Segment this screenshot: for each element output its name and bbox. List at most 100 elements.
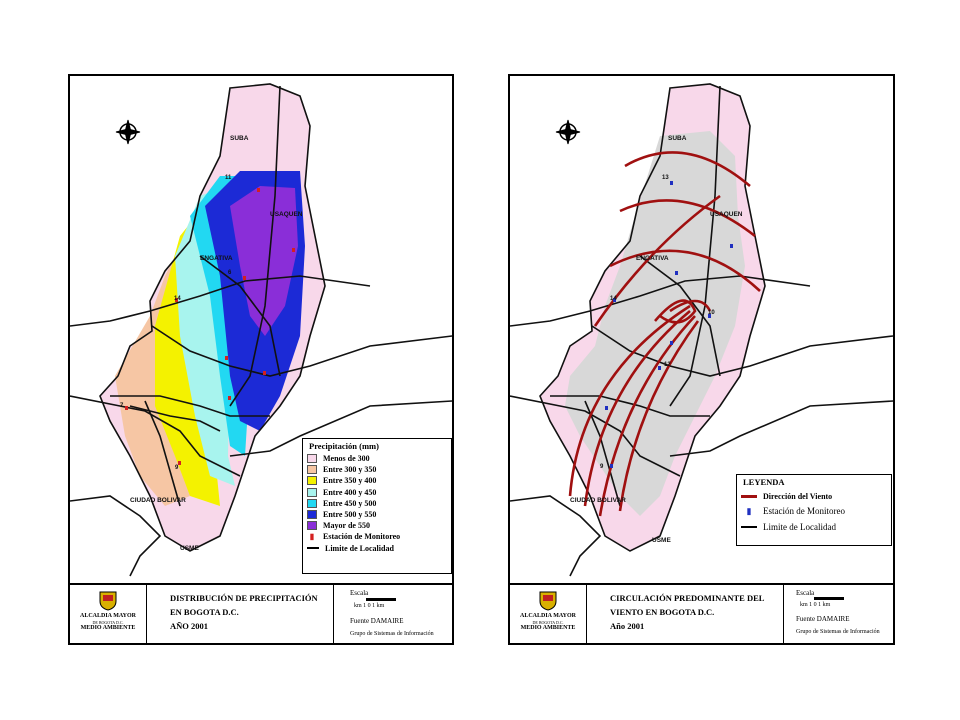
station-number: 14 <box>610 296 617 302</box>
locality-boundaries <box>510 83 893 577</box>
station-markers <box>125 188 295 465</box>
logo: ALCALDIA MAYOR DE BOGOTA D.C. MEDIO AMBI… <box>510 585 587 643</box>
station-number: 9 <box>600 464 604 470</box>
legend-label: Entre 500 y 550 <box>323 510 377 520</box>
locality-label-ciudad-bolivar: CIUDAD BOLIVAR <box>130 497 186 504</box>
scale-label: Escala <box>350 589 369 597</box>
wind-direction-arrows <box>568 151 761 517</box>
legend-label: Menos de 300 <box>323 454 370 464</box>
precipitation-map-panel: SUBA USAQUEN ENGATIVA CIUDAD BOLIVAR USM… <box>68 74 454 645</box>
station-marker-icon: ▮ <box>746 505 752 516</box>
locality-label-ciudad-bolivar: CIUDAD BOLIVAR <box>570 497 626 504</box>
legend-label: Mayor de 550 <box>323 521 370 531</box>
scale-bar <box>366 598 396 601</box>
source-text: Fuente DAMAIRE <box>350 617 404 625</box>
locality-label-usme: USME <box>180 545 199 552</box>
boundary-line-icon <box>307 547 319 550</box>
legend-swatch <box>307 487 317 497</box>
locality-label-usaquen: USAQUEN <box>710 211 743 218</box>
wind-legend: LEYENDA Dirección del Viento ▮ Estación d… <box>736 474 892 546</box>
legend-swatch <box>307 476 317 486</box>
logo-line: ALCALDIA MAYOR <box>520 613 576 619</box>
title-line: CIRCULACIÓN PREDOMINANTE DEL <box>610 593 765 603</box>
legend-label: Estación de Monitoreo <box>763 506 845 516</box>
map-footer: ALCALDIA MAYOR DE BOGOTA D.C. MEDIO AMBI… <box>70 583 452 643</box>
title-line: DISTRIBUCIÓN DE PRECIPITACIÓN <box>170 593 318 603</box>
compass-icon <box>555 119 581 145</box>
locality-label-usme: USME <box>652 537 671 544</box>
legend-item: Entre 300 y 350 <box>303 464 451 475</box>
station-number: 6 <box>228 270 232 276</box>
legend-label: Entre 400 y 450 <box>323 487 377 497</box>
shield-icon <box>539 591 557 611</box>
locality-label-usaquen: USAQUEN <box>270 211 303 218</box>
legend-label: Dirección del Viento <box>763 491 833 501</box>
legend-item: Entre 350 y 400 <box>303 475 451 486</box>
title-line: VIENTO EN BOGOTA D.C. <box>610 607 715 617</box>
precipitation-map: SUBA USAQUEN ENGATIVA CIUDAD BOLIVAR USM… <box>70 83 452 577</box>
logo: ALCALDIA MAYOR DE BOGOTA D.C. MEDIO AMBI… <box>70 585 147 643</box>
locality-label-engativa: ENGATIVA <box>636 255 669 262</box>
legend-item: ▮ Estación de Monitoreo <box>303 531 451 542</box>
legend-title: Precipitación (mm) <box>309 441 379 451</box>
map-title: DISTRIBUCIÓN DE PRECIPITACIÓN EN BOGOTA … <box>148 585 334 643</box>
scale-values: km 1 0 1 km <box>800 602 831 608</box>
legend-item: Limite de Localidad <box>303 543 451 554</box>
locality-label-suba: SUBA <box>230 135 249 142</box>
station-number: 10 <box>708 310 715 316</box>
shield-icon <box>99 591 117 611</box>
group-text: Grupo de Sistemas de Información <box>796 629 880 635</box>
locality-label-suba: SUBA <box>668 135 687 142</box>
legend-item: Dirección del Viento <box>737 489 891 503</box>
legend-item: Entre 450 y 500 <box>303 498 451 509</box>
logo-line: DE BOGOTA D.C. <box>532 619 564 625</box>
title-line: AÑO 2001 <box>170 621 209 631</box>
logo-line: ALCALDIA MAYOR <box>80 613 136 619</box>
scale-bar <box>814 597 844 600</box>
legend-item: Entre 400 y 450 <box>303 487 451 498</box>
legend-swatch <box>307 521 317 531</box>
legend-item: Limite de Localidad <box>737 519 891 535</box>
precipitation-legend: Precipitación (mm) Menos de 300 Entre 30… <box>302 438 452 574</box>
wind-line-icon <box>741 494 757 498</box>
station-number: 13 <box>662 175 669 181</box>
legend-swatch <box>307 465 317 475</box>
wind-map: SUBA USAQUEN ENGATIVA CIUDAD BOLIVAR USM… <box>510 83 893 577</box>
legend-label: Entre 350 y 400 <box>323 476 377 486</box>
station-number: 12 <box>664 362 671 368</box>
source-text: Fuente DAMAIRE <box>796 615 850 623</box>
logo-line: DE BOGOTA D.C. <box>92 619 124 625</box>
locality-label-engativa: ENGATIVA <box>200 255 233 262</box>
group-text: Grupo de Sistemas de Información <box>350 631 434 637</box>
legend-item: ▮ Estación de Monitoreo <box>737 503 891 519</box>
station-marker-icon: ▮ <box>309 532 315 542</box>
station-number: 7 <box>120 403 124 409</box>
station-number: 9 <box>175 465 179 471</box>
logo-line: MEDIO AMBIENTE <box>80 624 136 631</box>
locality-boundaries <box>70 83 452 577</box>
logo-line: MEDIO AMBIENTE <box>520 624 576 631</box>
urban-area <box>565 131 745 516</box>
station-number: 14 <box>174 296 181 302</box>
station-markers <box>605 181 733 468</box>
legend-label: Limite de Localidad <box>325 543 394 553</box>
scale-info: Escala km 1 0 1 km Fuente DAMAIRE Grupo … <box>786 585 893 643</box>
band-over-550 <box>230 186 298 336</box>
legend-swatch <box>307 498 317 508</box>
legend-swatch <box>307 454 317 464</box>
legend-label: Entre 450 y 500 <box>323 498 377 508</box>
scale-label: Escala <box>796 589 815 597</box>
legend-item: Mayor de 550 <box>303 520 451 531</box>
compass-icon <box>115 119 141 145</box>
map-footer: ALCALDIA MAYOR DE BOGOTA D.C. MEDIO AMBI… <box>510 583 893 643</box>
title-line: Año 2001 <box>610 621 645 631</box>
legend-item: Entre 500 y 550 <box>303 509 451 520</box>
title-line: EN BOGOTA D.C. <box>170 607 239 617</box>
legend-label: Entre 300 y 350 <box>323 465 377 475</box>
map-title: CIRCULACIÓN PREDOMINANTE DEL VIENTO EN B… <box>588 585 784 643</box>
legend-label: Estación de Monitoreo <box>323 532 401 542</box>
station-number: 11 <box>225 175 232 181</box>
scale-info: Escala km 1 0 1 km Fuente DAMAIRE Grupo … <box>336 585 452 643</box>
legend-swatch <box>307 510 317 520</box>
legend-item: Menos de 300 <box>303 453 451 464</box>
